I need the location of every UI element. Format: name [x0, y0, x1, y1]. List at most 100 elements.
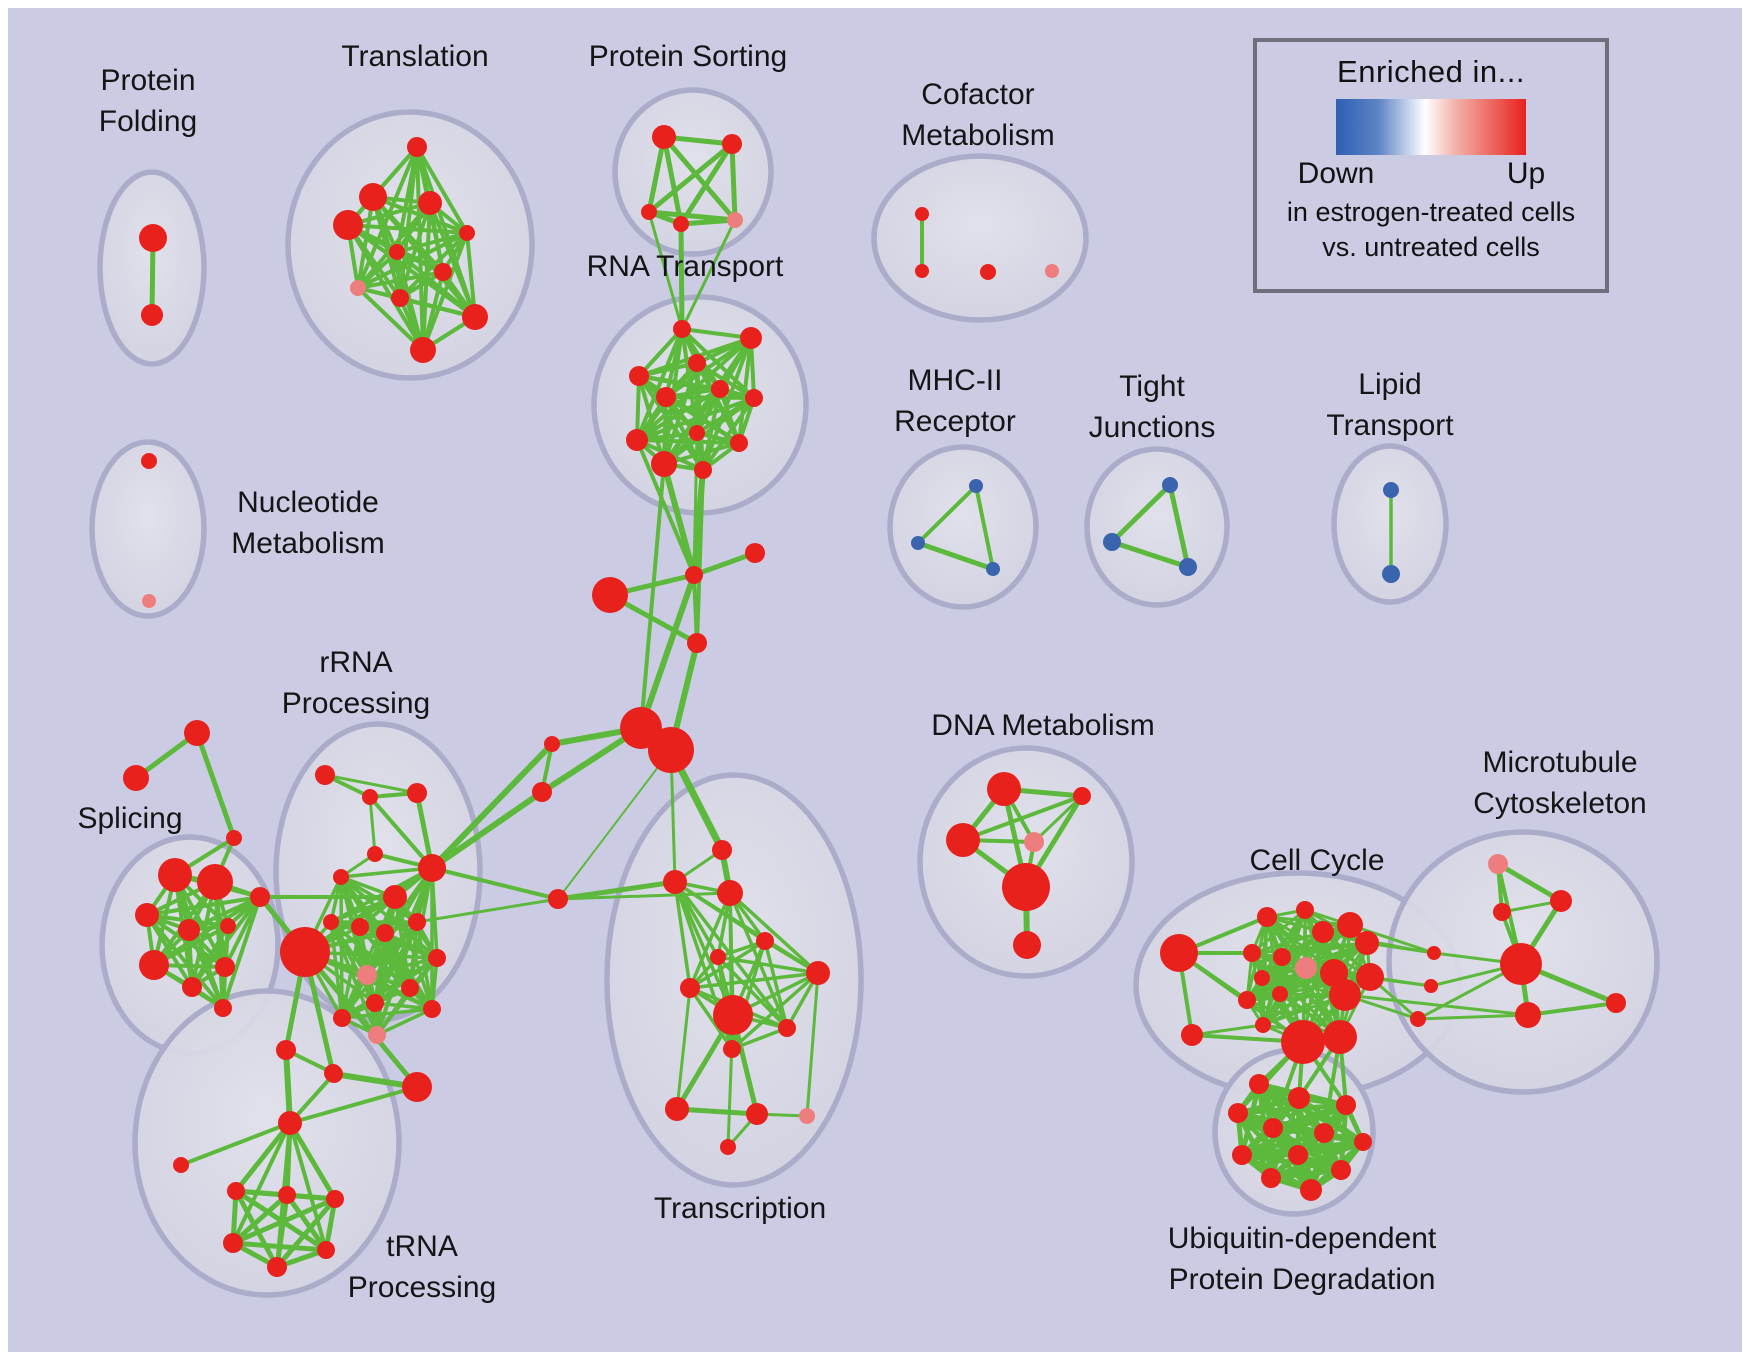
network-node-r10[interactable]	[408, 913, 426, 931]
network-node-s2[interactable]	[197, 864, 233, 900]
network-node-cc14[interactable]	[1356, 963, 1384, 991]
network-node-u11[interactable]	[1261, 1168, 1281, 1188]
network-node-cf1[interactable]	[915, 207, 929, 221]
network-node-mtb[interactable]	[1500, 943, 1542, 985]
network-node-cf4[interactable]	[1045, 264, 1059, 278]
network-node-r6[interactable]	[418, 854, 446, 882]
network-node-cc7[interactable]	[1273, 948, 1291, 966]
network-node-cc3[interactable]	[1312, 921, 1334, 943]
network-node-rt1[interactable]	[673, 320, 691, 338]
network-node-lt2[interactable]	[1382, 565, 1400, 583]
network-node-r15[interactable]	[366, 994, 384, 1012]
network-node-mt1[interactable]	[1550, 890, 1572, 912]
network-node-t4[interactable]	[418, 191, 442, 215]
network-node-cf2[interactable]	[915, 264, 929, 278]
network-node-rt9[interactable]	[626, 429, 648, 451]
network-node-cf3[interactable]	[980, 264, 996, 280]
network-node-x6[interactable]	[680, 978, 700, 998]
network-node-tj1[interactable]	[1162, 477, 1178, 493]
network-node-r3[interactable]	[407, 783, 427, 803]
network-node-nm2[interactable]	[142, 594, 156, 608]
network-node-k1[interactable]	[227, 1182, 245, 1200]
network-node-mt7[interactable]	[1606, 993, 1626, 1013]
network-node-t8[interactable]	[350, 280, 366, 296]
network-node-cc2[interactable]	[1296, 901, 1314, 919]
network-node-u6[interactable]	[1314, 1123, 1334, 1143]
network-node-rh[interactable]	[280, 927, 330, 977]
network-node-t10[interactable]	[462, 304, 488, 330]
network-node-cc10[interactable]	[1254, 970, 1270, 986]
network-node-pf1[interactable]	[139, 224, 167, 252]
network-node-mtp[interactable]	[1488, 854, 1508, 874]
network-node-tj2[interactable]	[1103, 533, 1121, 551]
network-node-d1[interactable]	[987, 772, 1021, 806]
network-node-t7[interactable]	[434, 263, 452, 281]
network-node-m1[interactable]	[969, 479, 983, 493]
network-node-d6[interactable]	[1013, 931, 1041, 959]
network-node-bl2[interactable]	[648, 727, 694, 773]
network-node-cc13[interactable]	[1329, 979, 1361, 1011]
network-node-rt2[interactable]	[740, 327, 762, 349]
network-node-lt1[interactable]	[1383, 482, 1399, 498]
network-node-d2[interactable]	[1073, 787, 1091, 805]
network-node-hr[interactable]	[745, 543, 765, 563]
network-node-t6[interactable]	[459, 225, 475, 241]
network-node-rt5[interactable]	[656, 387, 676, 407]
network-node-ps4[interactable]	[673, 216, 689, 232]
network-node-u10[interactable]	[1331, 1160, 1351, 1180]
network-node-cx1[interactable]	[544, 736, 560, 752]
network-node-r8[interactable]	[323, 914, 339, 930]
network-node-c1[interactable]	[548, 889, 568, 909]
network-node-c3[interactable]	[325, 1065, 343, 1083]
network-node-spb[interactable]	[123, 765, 149, 791]
network-node-hs[interactable]	[685, 566, 703, 584]
network-node-spa[interactable]	[184, 720, 210, 746]
network-node-tj3[interactable]	[1179, 558, 1197, 576]
network-node-mt6[interactable]	[1515, 1002, 1541, 1028]
network-node-x10[interactable]	[665, 1097, 689, 1121]
network-node-k3[interactable]	[326, 1190, 344, 1208]
network-node-xh[interactable]	[713, 995, 753, 1035]
network-node-cc11[interactable]	[1272, 986, 1288, 1002]
network-node-x1[interactable]	[712, 840, 732, 860]
network-node-x5[interactable]	[710, 949, 726, 965]
network-node-x4[interactable]	[756, 932, 774, 950]
network-node-rt11[interactable]	[694, 461, 712, 479]
network-node-cc4[interactable]	[1337, 912, 1363, 938]
network-node-ps5[interactable]	[727, 212, 743, 228]
network-node-x3[interactable]	[717, 880, 743, 906]
network-node-rt10[interactable]	[651, 451, 677, 477]
network-node-t5[interactable]	[389, 244, 405, 260]
network-node-k5[interactable]	[267, 1257, 287, 1277]
network-node-s4[interactable]	[178, 919, 200, 941]
network-node-k2[interactable]	[278, 1186, 296, 1204]
network-node-mt2[interactable]	[1493, 903, 1511, 921]
network-node-u5[interactable]	[1263, 1118, 1283, 1138]
network-node-cc15[interactable]	[1255, 1017, 1271, 1033]
network-node-mt5[interactable]	[1410, 1011, 1426, 1027]
network-node-cc5[interactable]	[1355, 931, 1379, 955]
network-node-x13[interactable]	[720, 1139, 736, 1155]
network-node-x11[interactable]	[746, 1103, 768, 1125]
network-node-x9[interactable]	[723, 1040, 741, 1058]
network-node-t3[interactable]	[333, 210, 363, 240]
network-node-ps3[interactable]	[641, 204, 657, 220]
network-node-cc17[interactable]	[1323, 1020, 1357, 1054]
network-node-t1[interactable]	[407, 137, 427, 157]
network-node-nm1[interactable]	[141, 453, 157, 469]
network-node-s6[interactable]	[139, 950, 169, 980]
network-node-k0[interactable]	[278, 1111, 302, 1135]
network-node-u12[interactable]	[1300, 1179, 1322, 1201]
network-node-r5[interactable]	[333, 869, 349, 885]
network-node-s8[interactable]	[215, 957, 235, 977]
network-node-x2[interactable]	[663, 870, 687, 894]
network-node-rt4[interactable]	[629, 366, 649, 386]
network-node-r18[interactable]	[368, 1026, 386, 1044]
network-node-t9[interactable]	[391, 289, 409, 307]
network-node-u4[interactable]	[1336, 1095, 1356, 1115]
network-node-d4[interactable]	[1024, 832, 1044, 852]
network-node-cx2[interactable]	[532, 782, 552, 802]
network-node-rt3[interactable]	[688, 354, 706, 372]
network-node-bm[interactable]	[592, 577, 628, 613]
network-node-spc[interactable]	[226, 830, 242, 846]
